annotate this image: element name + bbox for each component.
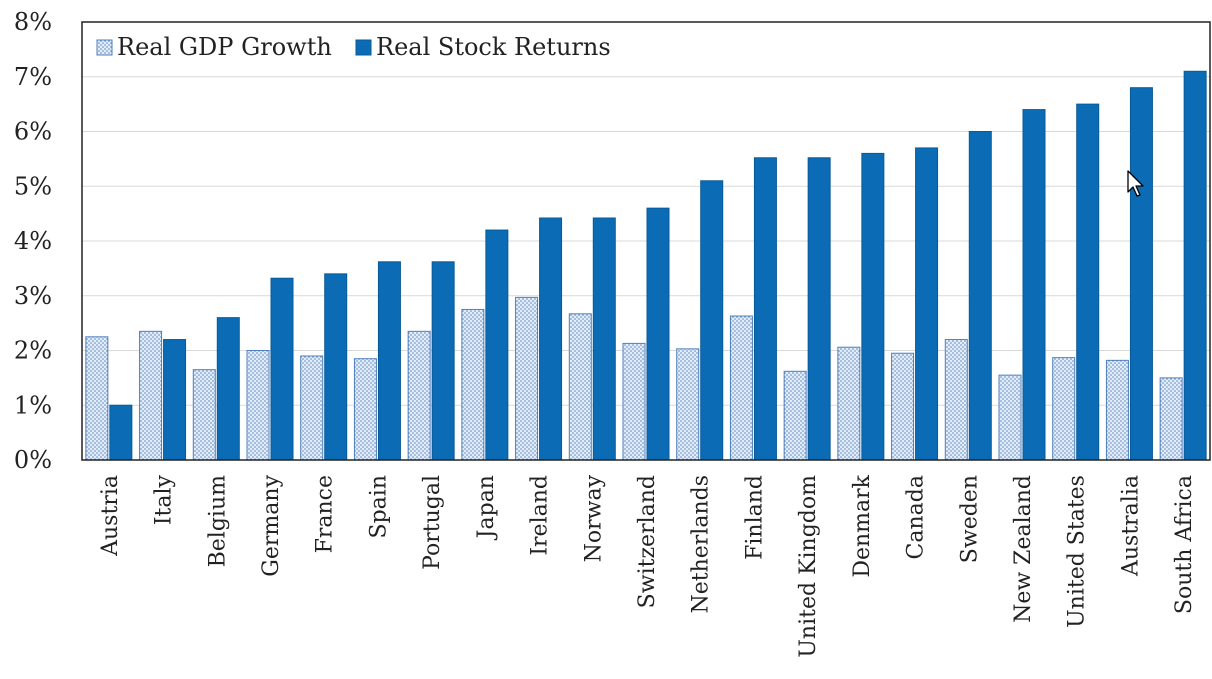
bar-real-gdp-growth: [1159, 377, 1183, 461]
grid-lines: [82, 76, 1210, 406]
mouse-cursor-icon: [1127, 170, 1144, 197]
bar-real-gdp-growth: [783, 370, 807, 461]
bar-real-stock-returns: [753, 157, 777, 461]
x-tick-label: Italy: [152, 474, 177, 525]
bar-real-gdp-growth: [515, 296, 539, 461]
bar-real-gdp-growth: [622, 342, 646, 461]
bar-real-gdp-growth: [407, 330, 431, 461]
x-tick-label: Spain: [366, 475, 391, 538]
x-tick-label: Finland: [742, 475, 767, 560]
bar-real-stock-returns: [109, 404, 133, 461]
x-tick-label: Norway: [581, 474, 606, 562]
bar-real-gdp-growth: [729, 315, 753, 461]
bar-real-gdp-growth: [1105, 359, 1129, 461]
bar-real-stock-returns: [485, 229, 509, 461]
y-tick-label: 4%: [14, 227, 52, 255]
x-tick-label: Germany: [259, 474, 284, 576]
x-tick-label: New Zealand: [1011, 475, 1036, 623]
bar-real-stock-returns: [1183, 70, 1207, 461]
plot-frame: [81, 21, 1211, 461]
legend-label-real-gdp-growth: Real GDP Growth: [117, 33, 332, 61]
bar-real-gdp-growth: [192, 369, 216, 461]
bar-real-gdp-growth: [944, 339, 968, 461]
bar-real-stock-returns: [216, 317, 240, 461]
bar-real-stock-returns: [915, 147, 939, 461]
legend-swatch-real-gdp-growth: [96, 39, 113, 56]
x-tick-label: Denmark: [850, 474, 875, 577]
bar-real-gdp-growth: [837, 346, 861, 461]
bar-real-stock-returns: [1022, 109, 1046, 461]
bar-real-stock-returns: [807, 157, 831, 461]
bar-real-stock-returns: [1076, 103, 1100, 461]
bar-real-gdp-growth: [1052, 357, 1076, 461]
bar-real-stock-returns: [539, 217, 563, 461]
bar-real-stock-returns: [377, 261, 401, 461]
bar-real-stock-returns: [968, 131, 992, 461]
bar-real-gdp-growth: [246, 350, 270, 461]
bar-real-stock-returns: [431, 261, 455, 461]
legend-swatch-real-stock-returns: [355, 39, 372, 56]
bar-real-gdp-growth: [139, 330, 163, 461]
bars: [85, 70, 1207, 461]
x-tick-label: Netherlands: [689, 475, 714, 614]
y-tick-label: 7%: [14, 63, 52, 91]
bar-real-stock-returns: [646, 207, 670, 461]
x-axis-labels: Austria Italy Belgium Germany France Spain Por…: [98, 474, 1197, 657]
legend-label-real-stock-returns: Real Stock Returns: [376, 33, 611, 61]
bar-real-gdp-growth: [85, 336, 109, 461]
bar-real-stock-returns: [1129, 87, 1153, 461]
bar-real-gdp-growth: [353, 358, 377, 461]
bar-real-stock-returns: [163, 339, 187, 461]
y-tick-label: 0%: [14, 446, 52, 474]
bar-real-gdp-growth: [676, 348, 700, 461]
x-tick-label: Sweden: [957, 475, 982, 563]
x-tick-label: South Africa: [1172, 475, 1197, 614]
bar-real-gdp-growth: [998, 374, 1022, 461]
x-tick-label: France: [313, 475, 338, 553]
x-tick-label: United Kingdom: [796, 475, 821, 658]
legend: Real GDP Growth Real Stock Returns: [96, 33, 611, 61]
x-tick-label: Austria: [98, 475, 123, 557]
bar-real-stock-returns: [700, 180, 724, 461]
bar-real-gdp-growth: [891, 352, 915, 461]
y-tick-label: 3%: [14, 282, 52, 310]
x-tick-label: Belgium: [205, 475, 230, 568]
x-tick-label: Australia: [1118, 475, 1143, 577]
x-tick-label: Japan: [474, 475, 499, 540]
bar-real-stock-returns: [592, 217, 616, 461]
x-tick-label: Switzerland: [635, 475, 660, 608]
y-tick-label: 1%: [14, 391, 52, 419]
bar-real-stock-returns: [270, 277, 294, 461]
bar-real-stock-returns: [861, 152, 885, 461]
x-tick-label: United States: [1065, 475, 1090, 628]
x-tick-label: Ireland: [528, 475, 553, 556]
y-tick-label: 8%: [14, 8, 52, 36]
y-tick-label: 2%: [14, 337, 52, 365]
bar-real-gdp-growth: [300, 355, 324, 461]
bar-real-gdp-growth: [568, 313, 592, 461]
x-tick-label: Portugal: [420, 475, 445, 570]
y-tick-label: 5%: [14, 172, 52, 200]
y-tick-label: 6%: [14, 118, 52, 146]
bar-real-gdp-growth: [461, 308, 485, 461]
x-tick-label: Canada: [904, 475, 929, 559]
bar-real-stock-returns: [324, 273, 348, 461]
y-axis-ticks: 0% 1% 2% 3% 4% 5% 6% 7% 8%: [14, 8, 52, 474]
